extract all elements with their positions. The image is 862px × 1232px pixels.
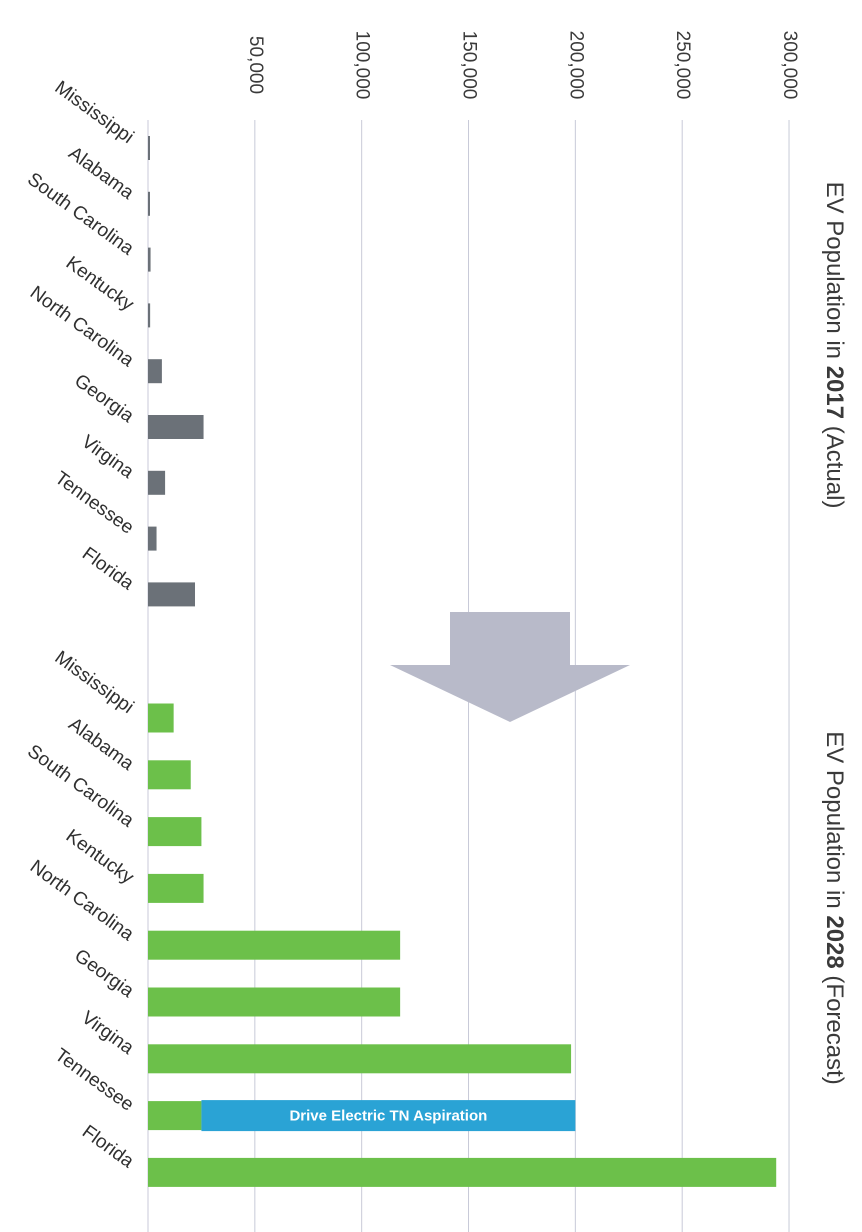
title-prefix: EV Population in	[821, 182, 848, 366]
bar	[148, 703, 174, 733]
bar	[148, 760, 191, 790]
tick-label: 100,000	[352, 31, 373, 100]
chart-title: EV Population in 2017 (Actual)	[821, 182, 848, 509]
panel-titles: EV Population in 2017 (Actual)EV Populat…	[821, 182, 848, 1085]
bar	[148, 1101, 202, 1131]
title-prefix: EV Population in	[821, 731, 848, 915]
tick-label: 50,000	[245, 36, 266, 94]
bar	[148, 470, 166, 495]
bar	[148, 873, 204, 903]
title-suffix: (Forecast)	[821, 969, 848, 1085]
bar	[148, 191, 150, 216]
aspiration-bar	[201, 1100, 576, 1132]
aspiration-label: Drive Electric TN Aspiration	[289, 1108, 487, 1125]
chart-title: EV Population in 2028 (Forecast)	[821, 731, 848, 1085]
bar	[148, 247, 151, 272]
bar	[148, 987, 401, 1017]
tick-label: 150,000	[458, 31, 479, 100]
bar	[148, 1157, 777, 1187]
tick-label: 250,000	[672, 31, 693, 100]
bar	[148, 303, 151, 328]
title-year: 2028	[821, 915, 848, 968]
tick-label: 200,000	[565, 31, 586, 100]
title-year: 2017	[821, 366, 848, 419]
value-axis-ticks: 50,000 100,000 150,000 200,000 250,000 300,00…	[245, 31, 800, 100]
bar	[148, 359, 162, 384]
bar	[148, 817, 202, 847]
bar	[148, 415, 204, 439]
bar	[148, 526, 157, 551]
title-suffix: (Actual)	[821, 419, 848, 508]
down-arrow-icon	[390, 612, 630, 722]
bar	[148, 1044, 572, 1074]
bar	[148, 582, 196, 607]
bar	[148, 136, 150, 160]
tick-label: 300,000	[779, 31, 800, 100]
bar	[148, 930, 401, 960]
